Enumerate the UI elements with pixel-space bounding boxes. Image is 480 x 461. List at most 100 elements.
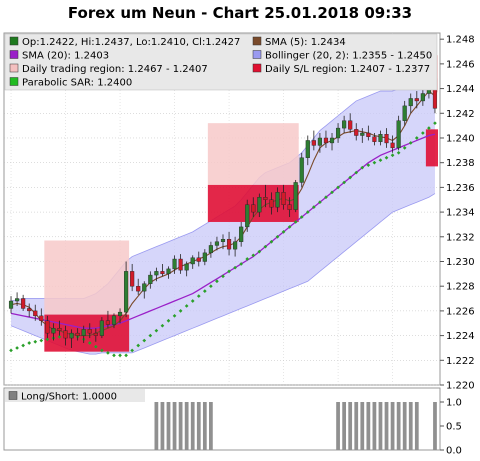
sar-dot: [166, 318, 171, 323]
y-tick-label: 1.242: [446, 109, 475, 120]
legend-swatch: [252, 36, 262, 46]
candle: [105, 310, 111, 329]
longshort-bar: [184, 402, 189, 450]
candle-body: [257, 197, 262, 213]
y-tick-label: 1.246: [446, 59, 475, 70]
candle-body: [372, 136, 377, 142]
legend-swatch: [9, 36, 19, 46]
candle-body: [166, 268, 171, 275]
candle: [142, 281, 147, 299]
candle-body: [220, 239, 226, 242]
sar-dot: [330, 190, 334, 195]
candle: [69, 329, 74, 348]
candle-body: [360, 132, 365, 136]
candle: [220, 234, 226, 250]
candle: [214, 236, 220, 251]
candle: [124, 261, 129, 318]
sar-dot: [202, 289, 207, 293]
longshort-bar: [154, 402, 159, 450]
sar-dot: [287, 225, 292, 229]
legend-swatch: [9, 63, 19, 73]
candle: [360, 128, 365, 143]
candle-body: [420, 93, 425, 102]
sar-dot: [160, 323, 165, 328]
legend-item: SMA (20): 1.2403: [9, 50, 109, 62]
sub-plot: [154, 402, 437, 450]
sar-dot: [366, 163, 371, 167]
sar-dot: [215, 279, 219, 284]
candle: [269, 192, 274, 215]
candle: [196, 251, 201, 267]
sar-dot: [172, 313, 177, 318]
legend-label: Daily trading region: 1.2467 - 1.2407: [22, 64, 208, 75]
longshort-bar: [372, 402, 377, 450]
candle-body: [33, 310, 38, 317]
legend-swatch: [9, 50, 19, 59]
candle-body: [317, 137, 322, 146]
candle: [287, 197, 292, 218]
longshort-bar: [178, 402, 183, 450]
candle-body: [269, 199, 274, 208]
sub-y-tick-label: 0.5: [446, 422, 462, 433]
candle-body: [293, 182, 298, 210]
y-tick-label: 1.240: [446, 133, 475, 144]
candle: [136, 278, 141, 295]
legend-item: Bollinger (20, 2): 1.2355 - 1.2450: [252, 50, 432, 62]
sar-dot: [354, 170, 359, 175]
sar-dot: [106, 351, 110, 355]
candle-body: [93, 332, 98, 336]
sar-dot: [100, 348, 104, 353]
y-tick-label: 1.236: [446, 183, 475, 194]
candle-body: [414, 98, 419, 102]
sar-dot: [148, 333, 153, 338]
candle-body: [160, 271, 165, 275]
candle: [160, 263, 165, 277]
candle-body: [136, 285, 141, 292]
legend-item: Daily S/L region: 1.2407 - 1.2377: [252, 63, 430, 75]
longshort-bar: [172, 402, 177, 450]
sar-dot: [154, 328, 159, 333]
longshort-bar: [336, 402, 340, 450]
legend-label: Bollinger (20, 2): 1.2355 - 1.2450: [265, 51, 432, 62]
candle-body: [342, 120, 347, 129]
candle-body: [184, 263, 189, 271]
sar-dot: [324, 195, 328, 200]
candle: [402, 100, 407, 126]
daily-sl-region: [425, 129, 438, 167]
candle: [299, 152, 304, 188]
y-tick-label: 1.220: [446, 381, 475, 392]
candle: [233, 236, 238, 257]
candle: [81, 325, 86, 344]
main-y-axis: 1.220 1.222 1.224 1.226 1.228 1.230 1.232 1.234…: [440, 35, 475, 392]
candle-body: [281, 192, 286, 205]
daily-sl-region: [44, 314, 130, 352]
candle: [366, 125, 371, 141]
y-tick-label: 1.244: [446, 84, 475, 95]
sar-dot: [184, 304, 189, 308]
sar-dot: [257, 249, 262, 254]
legend-box: [4, 33, 438, 91]
candle-body: [408, 98, 413, 107]
legend-item: SMA (5): 1.2434: [252, 36, 346, 48]
legend-label: SMA (20): 1.2403: [22, 51, 109, 62]
candle: [99, 317, 104, 339]
y-tick-label: 1.224: [446, 331, 475, 342]
candle: [8, 296, 14, 314]
y-tick-label: 1.234: [446, 208, 475, 219]
sar-dot: [299, 215, 304, 219]
sar-dot: [384, 155, 389, 160]
sar-dot: [178, 309, 183, 313]
candle-body: [311, 140, 316, 146]
bollinger-lower-line: [10, 193, 436, 355]
candle-body: [124, 271, 129, 313]
legend-item: Parabolic SAR: 1.2400: [9, 77, 132, 89]
legend-label: Daily S/L region: 1.2407 - 1.2377: [265, 64, 430, 75]
candle: [190, 255, 195, 269]
daily-trading-region: [44, 240, 130, 315]
sar-dot: [312, 205, 316, 209]
candle: [348, 113, 353, 134]
sar-dot: [196, 294, 201, 298]
candle: [21, 294, 26, 311]
y-tick-label: 1.228: [446, 282, 475, 293]
y-tick-label: 1.232: [446, 232, 475, 243]
